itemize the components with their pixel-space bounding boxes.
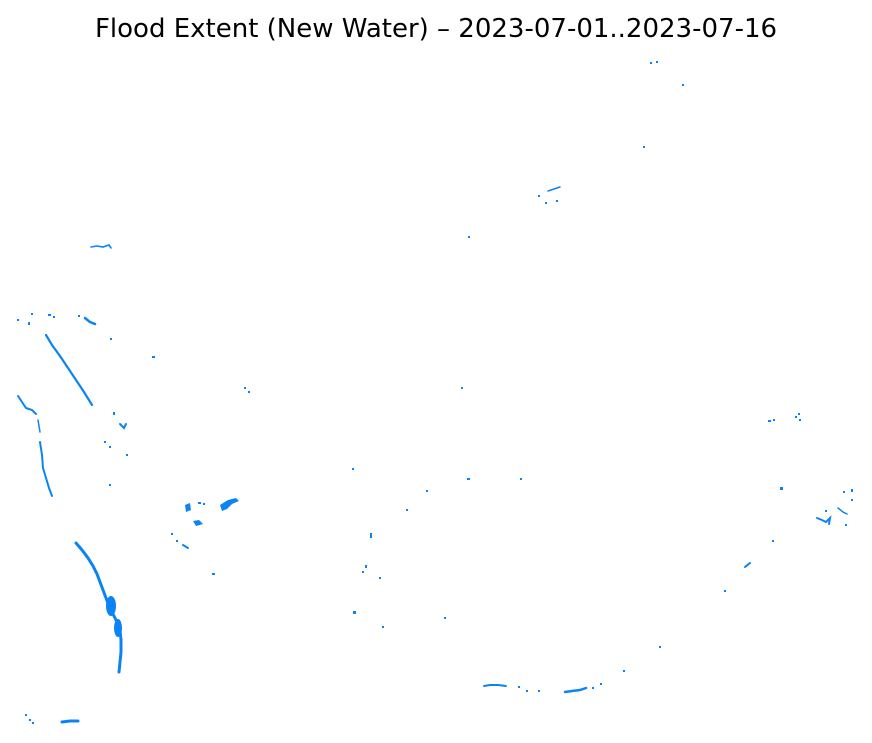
flood-speck xyxy=(843,491,845,493)
flood-speck xyxy=(468,236,470,238)
flood-speck xyxy=(109,484,111,486)
flood-speck xyxy=(109,446,111,448)
flood-patch-cluster xyxy=(182,544,189,549)
flood-speck xyxy=(53,316,55,318)
flood-speck xyxy=(212,573,215,575)
flood-speck xyxy=(203,503,205,505)
flood-speck xyxy=(25,714,27,716)
flood-speck xyxy=(444,617,446,619)
flood-patch-bottom-left xyxy=(60,719,80,724)
flood-speck xyxy=(526,690,528,692)
flood-speck xyxy=(518,686,520,688)
flood-speck xyxy=(28,322,30,325)
flood-speck xyxy=(352,468,354,470)
flood-speck xyxy=(656,61,658,63)
flood-speck xyxy=(643,146,645,148)
flood-river-widening-1 xyxy=(106,596,116,616)
flood-lake xyxy=(185,503,191,512)
flood-speck xyxy=(845,524,847,526)
flood-speck xyxy=(248,391,250,393)
flood-speck xyxy=(623,670,625,672)
flood-speck xyxy=(538,195,540,197)
flood-speck xyxy=(780,487,783,490)
flood-speck xyxy=(365,565,367,568)
flood-river-widening-2 xyxy=(114,619,122,637)
new-water-layer xyxy=(17,61,853,724)
flood-patch-cluster xyxy=(816,515,832,525)
flood-speck xyxy=(379,577,381,579)
flood-patch-cluster xyxy=(90,244,112,249)
flood-patch-cluster xyxy=(547,186,561,192)
flood-speck xyxy=(724,590,726,592)
flood-speck xyxy=(461,387,463,389)
flood-speck xyxy=(600,683,602,685)
flood-speck xyxy=(426,490,428,492)
flood-speck xyxy=(659,646,661,648)
flood-speck xyxy=(29,719,31,721)
flood-speck xyxy=(467,478,470,480)
flood-speck xyxy=(110,338,112,340)
flood-speck xyxy=(406,509,408,511)
flood-speck xyxy=(382,626,384,628)
flood-speck xyxy=(851,489,853,492)
flood-speck xyxy=(353,611,356,614)
flood-speck xyxy=(682,84,684,86)
flood-speck xyxy=(32,722,34,724)
flood-speck xyxy=(799,419,801,421)
flood-speck xyxy=(176,540,178,542)
flood-speck xyxy=(650,62,652,64)
flood-speck xyxy=(538,690,540,692)
flood-patch-bottom xyxy=(563,686,588,694)
flood-speck xyxy=(362,571,364,573)
flood-speck xyxy=(104,441,106,443)
flood-speck xyxy=(31,313,33,315)
flood-speck xyxy=(556,200,558,202)
map-title: Flood Extent (New Water) – 2023-07-01..2… xyxy=(94,14,778,44)
flood-patch-cluster xyxy=(83,316,97,326)
flood-lake xyxy=(193,520,203,526)
flood-channel-left-edge-b xyxy=(37,419,41,433)
flood-channel-upper-left xyxy=(44,333,94,407)
flood-speck xyxy=(773,419,775,421)
flood-patch-cluster xyxy=(119,423,127,430)
flood-speck xyxy=(768,420,771,422)
flood-speck xyxy=(592,687,594,689)
flood-speck xyxy=(113,412,115,415)
flood-speck xyxy=(78,315,80,317)
flood-speck xyxy=(171,533,173,535)
flood-speck xyxy=(798,413,800,415)
flood-speck xyxy=(772,540,774,542)
flood-channel-left-edge-top xyxy=(17,395,37,415)
flood-speck xyxy=(17,319,19,321)
flood-speck xyxy=(520,478,522,480)
flood-speck xyxy=(48,314,51,316)
flood-speck xyxy=(244,387,246,389)
flood-speck xyxy=(126,454,128,456)
flood-speck xyxy=(370,533,372,538)
flood-speck xyxy=(851,499,853,501)
flood-speck xyxy=(198,502,201,504)
flood-speck xyxy=(795,416,797,418)
flood-channel-left-edge xyxy=(39,441,53,497)
flood-speck xyxy=(545,202,547,204)
flood-patch-bottom xyxy=(483,684,507,687)
flood-lake xyxy=(220,498,239,511)
flood-patch-cluster xyxy=(744,562,751,568)
flood-speck xyxy=(152,356,155,358)
flood-patch-cluster xyxy=(837,507,848,515)
flood-speck xyxy=(825,510,827,512)
